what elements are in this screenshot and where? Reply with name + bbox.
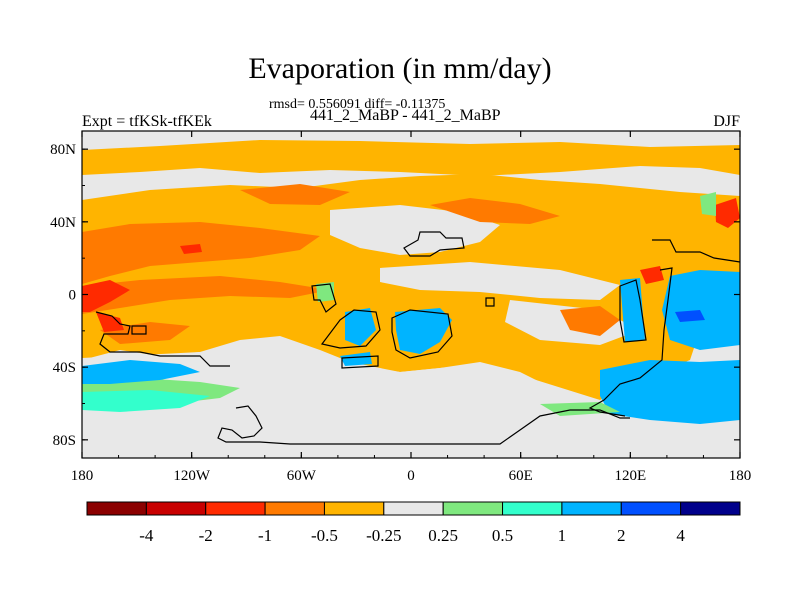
field-cyan-band-south-west xyxy=(82,360,200,384)
season-label: DJF xyxy=(713,113,740,130)
chart-title: Evaporation (in mm/day) xyxy=(248,52,552,85)
field-red-patch-b xyxy=(96,312,124,332)
field-dark-orange-band-d xyxy=(430,198,560,224)
x-tick-label: 180 xyxy=(71,468,94,484)
y-tick-label: 80N xyxy=(50,142,76,158)
colorbar-label: 2 xyxy=(617,526,626,545)
x-tick-label: 120W xyxy=(173,468,211,484)
field-red-patch-e xyxy=(640,266,664,284)
field-cyan-band-south-east xyxy=(600,360,740,424)
colorbar-label: 1 xyxy=(558,526,567,545)
map-field xyxy=(82,131,740,458)
outline-eastern-continent xyxy=(619,279,647,343)
outline-west-coast xyxy=(95,311,230,367)
x-tick-label: 0 xyxy=(407,468,415,484)
colorbar-swatch xyxy=(264,501,325,516)
outline-east-coast xyxy=(652,239,741,263)
field-red-patch-c xyxy=(715,198,740,228)
field-cyan-patch-small xyxy=(340,352,372,366)
colorbar-label: -0.5 xyxy=(311,526,338,545)
field-cyan-south-america xyxy=(395,308,452,354)
y-tick-label: 80S xyxy=(53,433,76,449)
field-dark-orange-band-e xyxy=(560,306,620,336)
experiment-label: Expt = tfKSk-tfKEk xyxy=(82,113,212,130)
field-neutral-patch-b xyxy=(380,262,620,300)
field-teal-band-south xyxy=(82,390,210,412)
field-dark-orange-band-b xyxy=(82,276,330,314)
colorbar-label: -2 xyxy=(199,526,213,545)
y-tick-label: 40N xyxy=(50,215,76,231)
outline-atlantic-region xyxy=(320,309,381,349)
experiment-line: 441_2_MaBP - 441_2_MaBP xyxy=(310,107,501,124)
colorbar-swatch xyxy=(145,501,207,516)
outline-southern-africa xyxy=(341,355,379,369)
outline-north-america xyxy=(403,231,465,257)
outline-central-region xyxy=(391,309,453,359)
field-neutral-patch-a xyxy=(330,205,500,255)
colorbar-swatch xyxy=(86,501,147,516)
colorbar-label: 0.5 xyxy=(492,526,513,545)
colorbar-swatch xyxy=(502,501,563,516)
field-blue-west-pacific xyxy=(675,310,705,322)
colorbar: -4 -2 -1 -0.5 -0.25 0.25 0.5 1 2 4 xyxy=(86,501,741,545)
colorbar-label: 4 xyxy=(676,526,685,545)
colorbar-swatch xyxy=(680,501,741,516)
y-tick-label: 0 xyxy=(69,288,77,304)
colorbar-label: -4 xyxy=(139,526,154,545)
outline-south-america xyxy=(311,283,337,313)
field-green-patch-b xyxy=(700,192,716,216)
field-cyan-atlantic xyxy=(345,308,376,346)
field-orange-north xyxy=(82,140,740,176)
y-axis: 80N 40N 0 40S 80S xyxy=(50,142,740,449)
outline-small-island-a xyxy=(485,297,495,307)
outline-small-island-b xyxy=(131,325,147,335)
colorbar-swatch xyxy=(205,501,266,516)
colorbar-swatch xyxy=(383,501,444,516)
land-outlines xyxy=(95,231,741,445)
stats-line: rmsd= 0.556091 diff= -0.11375 xyxy=(269,97,446,112)
colorbar-label: 0.25 xyxy=(428,526,458,545)
colorbar-label: -1 xyxy=(258,526,272,545)
x-tick-label: 60E xyxy=(509,468,533,484)
x-tick-label: 120E xyxy=(614,468,646,484)
field-cyan-west-pacific xyxy=(662,270,740,350)
field-red-patch-d xyxy=(180,244,202,254)
field-red-patch-a xyxy=(82,280,130,312)
x-tick-label: 180 xyxy=(729,468,752,484)
field-dark-orange-band-c xyxy=(240,184,350,205)
x-axis: 180 120W 60W 0 60E 120E 180 xyxy=(71,131,752,484)
colorbar-swatch xyxy=(561,501,622,516)
y-tick-label: 40S xyxy=(53,360,76,376)
colorbar-swatch xyxy=(323,501,385,516)
field-dark-orange-band-a xyxy=(82,222,320,284)
colorbar-label: -0.25 xyxy=(366,526,401,545)
field-green-patch-a xyxy=(316,282,334,302)
field-neutral-patch-d xyxy=(82,345,740,458)
outline-southern-tip xyxy=(217,405,630,445)
outline-east-peninsula xyxy=(588,267,673,417)
colorbar-swatch xyxy=(442,501,504,516)
colorbar-swatch xyxy=(620,501,682,516)
x-tick-label: 60W xyxy=(287,468,317,484)
